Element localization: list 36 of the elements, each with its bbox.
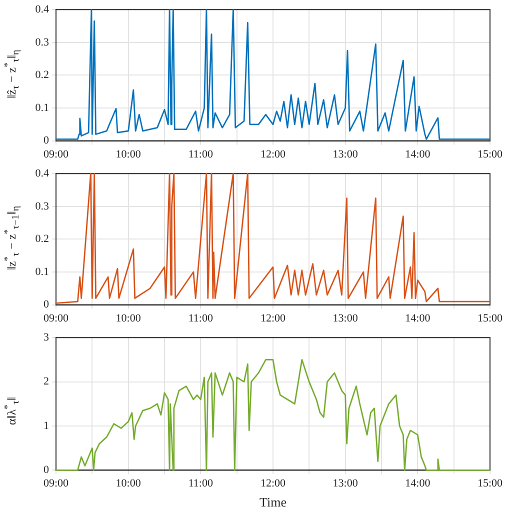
y-tick-label: 0.2 (35, 233, 49, 246)
y-tick-label: 0.1 (35, 102, 49, 114)
y-tick-label: 1 (44, 420, 49, 432)
x-tick-label: 10:00 (116, 478, 142, 490)
x-tick-label: 09:00 (43, 478, 70, 490)
x-tick-label: 15:00 (477, 148, 504, 160)
x-tick-label: 13:00 (332, 148, 358, 160)
x-tick-label: 13:00 (332, 478, 358, 490)
x-tick-label: 12:00 (260, 148, 286, 160)
x-tick-label: 14:00 (405, 478, 431, 490)
x-tick-label: 13:00 (332, 312, 358, 324)
x-tick-label: 15:00 (477, 478, 504, 490)
y-tick-label: 0.1 (35, 266, 49, 278)
x-tick-label: 10:00 (116, 312, 142, 324)
x-tick-label: 11:00 (188, 148, 214, 160)
y-tick-label: 0.4 (35, 167, 50, 180)
y-tick-label: 0 (44, 134, 50, 147)
y-tick-label: 0.3 (35, 36, 50, 48)
x-tick-label: 09:00 (43, 148, 70, 160)
y-tick-label: 0.4 (35, 3, 50, 16)
x-tick-label: 15:00 (477, 312, 504, 324)
x-tick-label: 12:00 (260, 478, 286, 490)
y-tick-label: 0 (44, 298, 50, 311)
x-axis-title: Time (260, 494, 287, 510)
y-tick-label: 0.3 (35, 200, 50, 212)
x-tick-label: 10:00 (116, 148, 142, 160)
y-tick-label: 2 (44, 376, 49, 388)
y-tick-label: 0.2 (35, 69, 49, 82)
y-tick-label: 0 (44, 464, 50, 476)
x-tick-label: 14:00 (405, 312, 431, 324)
x-tick-label: 12:00 (260, 312, 286, 324)
x-tick-label: 11:00 (188, 478, 214, 490)
y-tick-label: 3 (44, 331, 50, 344)
x-tick-label: 09:00 (43, 312, 70, 324)
x-tick-label: 14:00 (405, 148, 431, 160)
x-tick-label: 11:00 (188, 312, 214, 324)
